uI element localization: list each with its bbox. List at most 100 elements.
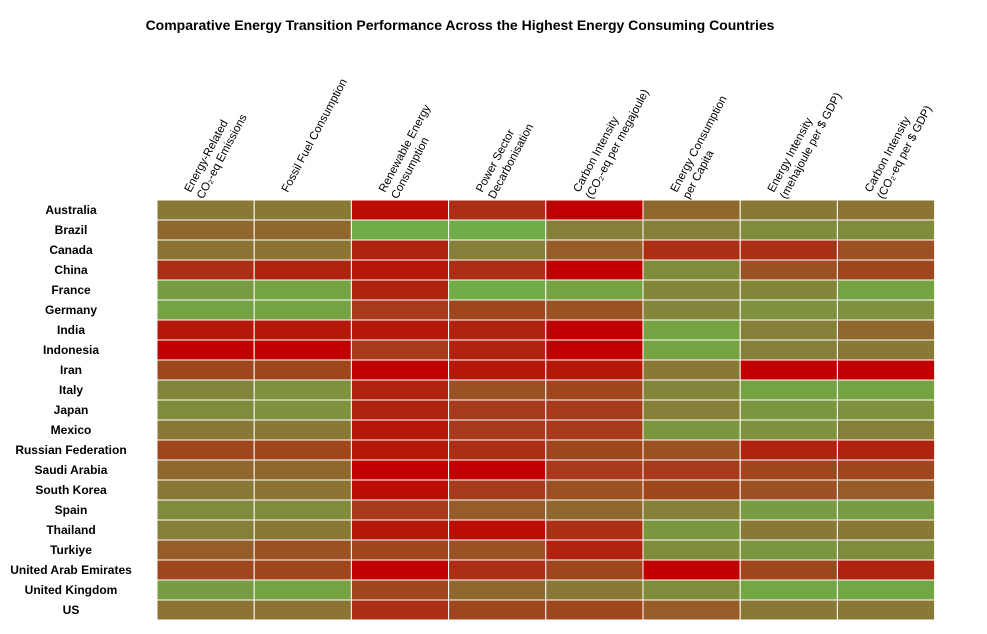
heatmap-cell <box>350 319 450 341</box>
heatmap-cell <box>253 319 352 341</box>
row-label: Canada <box>49 243 93 257</box>
heatmap-cell <box>836 439 936 461</box>
heatmap-cell <box>448 199 547 221</box>
heatmap-cell <box>253 599 352 621</box>
heatmap-cell <box>545 579 644 601</box>
heatmap-cell <box>642 299 741 321</box>
heatmap-cell <box>642 539 741 561</box>
heatmap-cell <box>836 459 936 481</box>
heatmap-cell <box>642 459 741 481</box>
heatmap-cell <box>448 339 547 361</box>
column-label-line: Fossil Fuel Consumption <box>280 77 350 194</box>
heatmap-cell <box>253 519 352 541</box>
heatmap-cell <box>739 439 838 461</box>
heatmap-cell <box>253 579 352 601</box>
heatmap-cell <box>156 219 255 241</box>
heatmap-cell <box>545 499 644 521</box>
column-label: Carbon Intensity(CO₂-eq per $ GDP) <box>863 97 935 201</box>
heatmap-cell <box>836 239 936 261</box>
heatmap-cell <box>253 219 352 241</box>
heatmap-cell <box>448 499 547 521</box>
heatmap-cell <box>545 439 644 461</box>
heatmap-cell <box>739 339 838 361</box>
heatmap-cell <box>545 219 644 241</box>
row-label: Saudi Arabia <box>35 463 108 477</box>
heatmap-cell <box>156 519 255 541</box>
heatmap-cell <box>739 299 838 321</box>
heatmap-cell <box>156 479 255 501</box>
heatmap-cell <box>836 539 936 561</box>
heatmap-cell <box>156 339 255 361</box>
heatmap-cell <box>739 399 838 421</box>
heatmap-cell <box>350 299 450 321</box>
row-label: South Korea <box>35 483 107 497</box>
heatmap-cell <box>642 499 741 521</box>
heatmap-cell <box>156 439 255 461</box>
heatmap-cell <box>253 359 352 381</box>
heatmap-cell <box>350 439 450 461</box>
heatmap-cell <box>739 239 838 261</box>
heatmap-cell <box>545 419 644 441</box>
heatmap-cell <box>739 259 838 281</box>
heatmap-cell <box>545 539 644 561</box>
heatmap-cell <box>448 219 547 241</box>
heatmap-cell <box>642 239 741 261</box>
row-label: Japan <box>54 403 89 417</box>
heatmap-cell <box>350 459 450 481</box>
heatmap-cell <box>448 479 547 501</box>
heatmap-cell <box>156 599 255 621</box>
heatmap-cell <box>836 519 936 541</box>
heatmap-cell <box>739 219 838 241</box>
row-label: Australia <box>45 203 97 217</box>
heatmap-cell <box>350 579 450 601</box>
heatmap-cell <box>156 419 255 441</box>
heatmap-cell <box>739 579 838 601</box>
heatmap-cell <box>156 239 255 261</box>
heatmap-cell <box>836 279 936 301</box>
heatmap-cell <box>253 259 352 281</box>
heatmap-cell <box>448 259 547 281</box>
row-label: Indonesia <box>43 343 99 357</box>
heatmap-cell <box>642 339 741 361</box>
heatmap-cell <box>448 439 547 461</box>
heatmap-cell <box>448 419 547 441</box>
heatmap-cell <box>739 519 838 541</box>
heatmap-cell <box>350 379 450 401</box>
heatmap-cell <box>350 419 450 441</box>
heatmap-cell <box>545 519 644 541</box>
row-label: Italy <box>59 383 83 397</box>
row-label: Germany <box>45 303 97 317</box>
heatmap-cell <box>350 239 450 261</box>
heatmap-cell <box>350 599 450 621</box>
heatmap-cell <box>642 359 741 381</box>
heatmap-cell <box>642 519 741 541</box>
heatmap-cell <box>156 579 255 601</box>
heatmap-cell <box>156 199 255 221</box>
heatmap-cell <box>836 399 936 421</box>
heatmap-cell <box>545 199 644 221</box>
row-label: Russian Federation <box>15 443 126 457</box>
heatmap-cell <box>350 399 450 421</box>
heatmap-cell <box>642 599 741 621</box>
heatmap-cell <box>448 319 547 341</box>
heatmap-cell <box>642 479 741 501</box>
heatmap-cell <box>642 279 741 301</box>
heatmap-cell <box>739 359 838 381</box>
heatmap-cell <box>545 399 644 421</box>
heatmap-cell <box>836 379 936 401</box>
heatmap-cell <box>156 499 255 521</box>
heatmap-cell <box>253 559 352 581</box>
row-label: China <box>54 263 88 277</box>
heatmap-cell <box>545 379 644 401</box>
heatmap-cell <box>448 399 547 421</box>
heatmap-cell <box>350 519 450 541</box>
heatmap-cell <box>350 359 450 381</box>
heatmap-cell <box>642 199 741 221</box>
heatmap-cell <box>350 479 450 501</box>
heatmap-cell <box>253 399 352 421</box>
heatmap-cell <box>836 599 936 621</box>
row-label: Spain <box>55 503 88 517</box>
column-label: Fossil Fuel Consumption <box>280 77 350 194</box>
heatmap-cell <box>836 419 936 441</box>
heatmap-cell <box>545 479 644 501</box>
